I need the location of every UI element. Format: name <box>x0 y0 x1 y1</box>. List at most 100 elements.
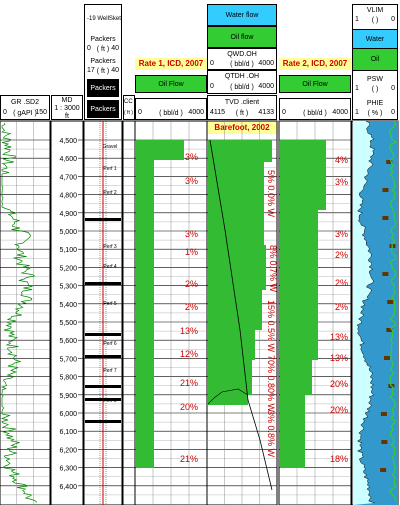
packers-scale-2-right: 40 <box>111 67 119 74</box>
barefoot-track: 5% 0.0% W 8% 0.7% W 15% 0.5% W 70% 0.80% W3… <box>207 139 278 491</box>
vlim-shale-patch <box>381 440 388 444</box>
md-depth-label: 4,600 <box>59 156 77 163</box>
md-depth-label: 6,300 <box>59 466 77 473</box>
qwd-unit: ( bbl/d ) <box>230 61 254 68</box>
vlim-water-legend: Water <box>353 29 397 49</box>
well-top-label: -19 WellSket <box>87 16 121 22</box>
vlim-scale-right: 0 <box>391 16 395 23</box>
vlim-shale-patch <box>382 216 389 220</box>
rate1-percentage: 13% <box>180 326 198 336</box>
md-depth-label: 4,500 <box>59 138 77 145</box>
packers-label-1: Packers <box>90 36 116 43</box>
md-depth-label: 5,100 <box>59 247 77 254</box>
vlim-label: VLIM <box>366 7 384 14</box>
rate2-percentage: 20% <box>330 379 348 389</box>
rate2-title: Rate 2, ICD, 2007 <box>279 58 351 70</box>
vlim-scale-left: 1 <box>355 16 359 23</box>
md-track: 4,500 4,600 4,700 4,800 4,900 5,000 5,100 5,200… <box>59 138 83 491</box>
barefoot-oil-legend: Oil flow <box>207 26 277 48</box>
md-scale: 1 : 3000 <box>54 105 80 112</box>
packer-bar <box>85 385 121 388</box>
rate1-percentage: 21% <box>180 454 198 464</box>
vlim-shale-patch <box>386 160 393 164</box>
well-annotation: Perf 8 <box>103 398 117 404</box>
packers-scale-1-left: 0 <box>87 45 91 52</box>
rate1-percentage: 12% <box>180 349 198 359</box>
vlim-shale-patch <box>387 300 394 304</box>
rate1-header: Rate 1, ICD, 2007 Oil Flow 0 ( bbl/d ) 4… <box>135 58 207 120</box>
well-sketch-track: Gravel Perf 1 Perf 2 Perf 3 Perf 4 Perf 5 Perf… <box>85 121 121 505</box>
barefoot-water-legend: Water flow <box>207 4 277 26</box>
rate2-legend-box: Oil Flow <box>279 75 351 93</box>
md-depth-label: 6,000 <box>59 411 77 418</box>
psw-unit: ( ) <box>371 86 379 93</box>
barefoot-annotation: 5% 0.0% W <box>266 170 276 218</box>
rate1-legend: Oil Flow <box>158 81 184 88</box>
gr-unit: ( gAPI ) <box>13 110 37 117</box>
rate1-percentage: 2% <box>185 279 198 289</box>
rate1-percentage: 21% <box>180 378 198 388</box>
well-annotation: Perf 3 <box>103 244 117 250</box>
md-depth-label: 5,300 <box>59 284 77 291</box>
qtdh-scale-right: 4000 <box>258 83 274 90</box>
psw-scale-right: 0 <box>391 85 395 92</box>
tvd-curve <box>209 139 273 491</box>
rate2-oil-area <box>280 140 326 468</box>
rate1-title: Rate 1, ICD, 2007 <box>135 58 207 70</box>
qtdh-curve <box>207 388 249 405</box>
rate1-percentage: 3% <box>185 152 198 162</box>
rate2-track: 4% 3% 3% 2% 2% 2% 13% 13% 20% 20% 18% <box>280 140 348 468</box>
md-depth-label: 6,400 <box>59 484 77 491</box>
rate1-legend-box: Oil Flow <box>135 75 207 93</box>
rate2-header: Rate 2, ICD, 2007 Oil Flow 0 ( bbl/d ) 4… <box>279 58 351 120</box>
barefoot-oil-label: Oil flow <box>230 34 254 41</box>
md-depth-label: 5,900 <box>59 393 77 400</box>
md-depth-label: 5,700 <box>59 356 77 363</box>
rate1-scale-left: 0 <box>138 109 142 116</box>
well-annotation: Perf 4 <box>103 264 117 270</box>
track-border <box>50 120 84 505</box>
vlim-shale-patch <box>380 468 387 472</box>
rate1-scale-right: 4000 <box>188 109 204 116</box>
packer-bar <box>85 398 121 401</box>
md-depth-label: 4,900 <box>59 211 77 218</box>
rate2-percentage: 2% <box>335 302 348 312</box>
packers-label-2: Packers <box>90 58 116 65</box>
vlim-shale-patch <box>382 272 389 276</box>
phie-curve <box>356 120 375 504</box>
gr-curve <box>0 122 37 503</box>
packers-block-2: Packers <box>87 100 119 118</box>
gr-header: GR .SD2 0 ( gAPI ) 150 <box>0 95 50 120</box>
phie-unit: ( % ) <box>367 110 383 117</box>
rate2-percentage: 2% <box>335 278 348 288</box>
cc-label: CC <box>124 99 133 105</box>
packer-bar <box>85 218 121 221</box>
md-depth-label: 5,600 <box>59 338 77 345</box>
barefoot-annotation: 3% 0.8% W <box>266 410 276 458</box>
rate1-track: 3% 3% 3% 1% 2% 2% 13% 12% 21% 20% 21% <box>136 140 198 468</box>
cc-unit: ( ft ) <box>124 110 133 116</box>
rate1-percentage: 3% <box>185 229 198 239</box>
qtdh-box: QTDH .OH 0 ( bbl/d ) 4000 <box>207 70 277 94</box>
packers-scale-1-unit: ( ft ) <box>96 46 110 53</box>
rate2-unit: ( bbl/d ) <box>303 110 327 117</box>
tvd-scale-left: 4115 <box>210 109 226 116</box>
vlim-water-label: Water <box>365 36 385 43</box>
vlim-oil-legend: Oil <box>353 49 397 71</box>
rate2-percentage: 13% <box>330 332 348 342</box>
vlim-light-fill <box>353 121 375 505</box>
gr-title: GR .SD2 <box>10 99 39 106</box>
qtdh-scale-left: 0 <box>210 83 214 90</box>
packer-bar <box>85 355 121 358</box>
vlim-header: VLIM 1 ( ) 0 Water Oil PSW 1 ( ) 0 PHIE … <box>352 4 398 120</box>
qwd-scale-left: 0 <box>210 60 214 67</box>
tvd-scale-right: 4133 <box>258 109 274 116</box>
rate2-scale-right: 4000 <box>332 109 348 116</box>
barefoot-oil-area <box>208 140 272 405</box>
vlim-shale-patch <box>382 188 389 192</box>
md-depth-label: 5,200 <box>59 265 77 272</box>
qwd-box: QWD.OH 0 ( bbl/d ) 4000 <box>207 48 277 70</box>
well-annotation: Perf 2 <box>103 190 117 196</box>
rate2-percentage: 3% <box>335 177 348 187</box>
